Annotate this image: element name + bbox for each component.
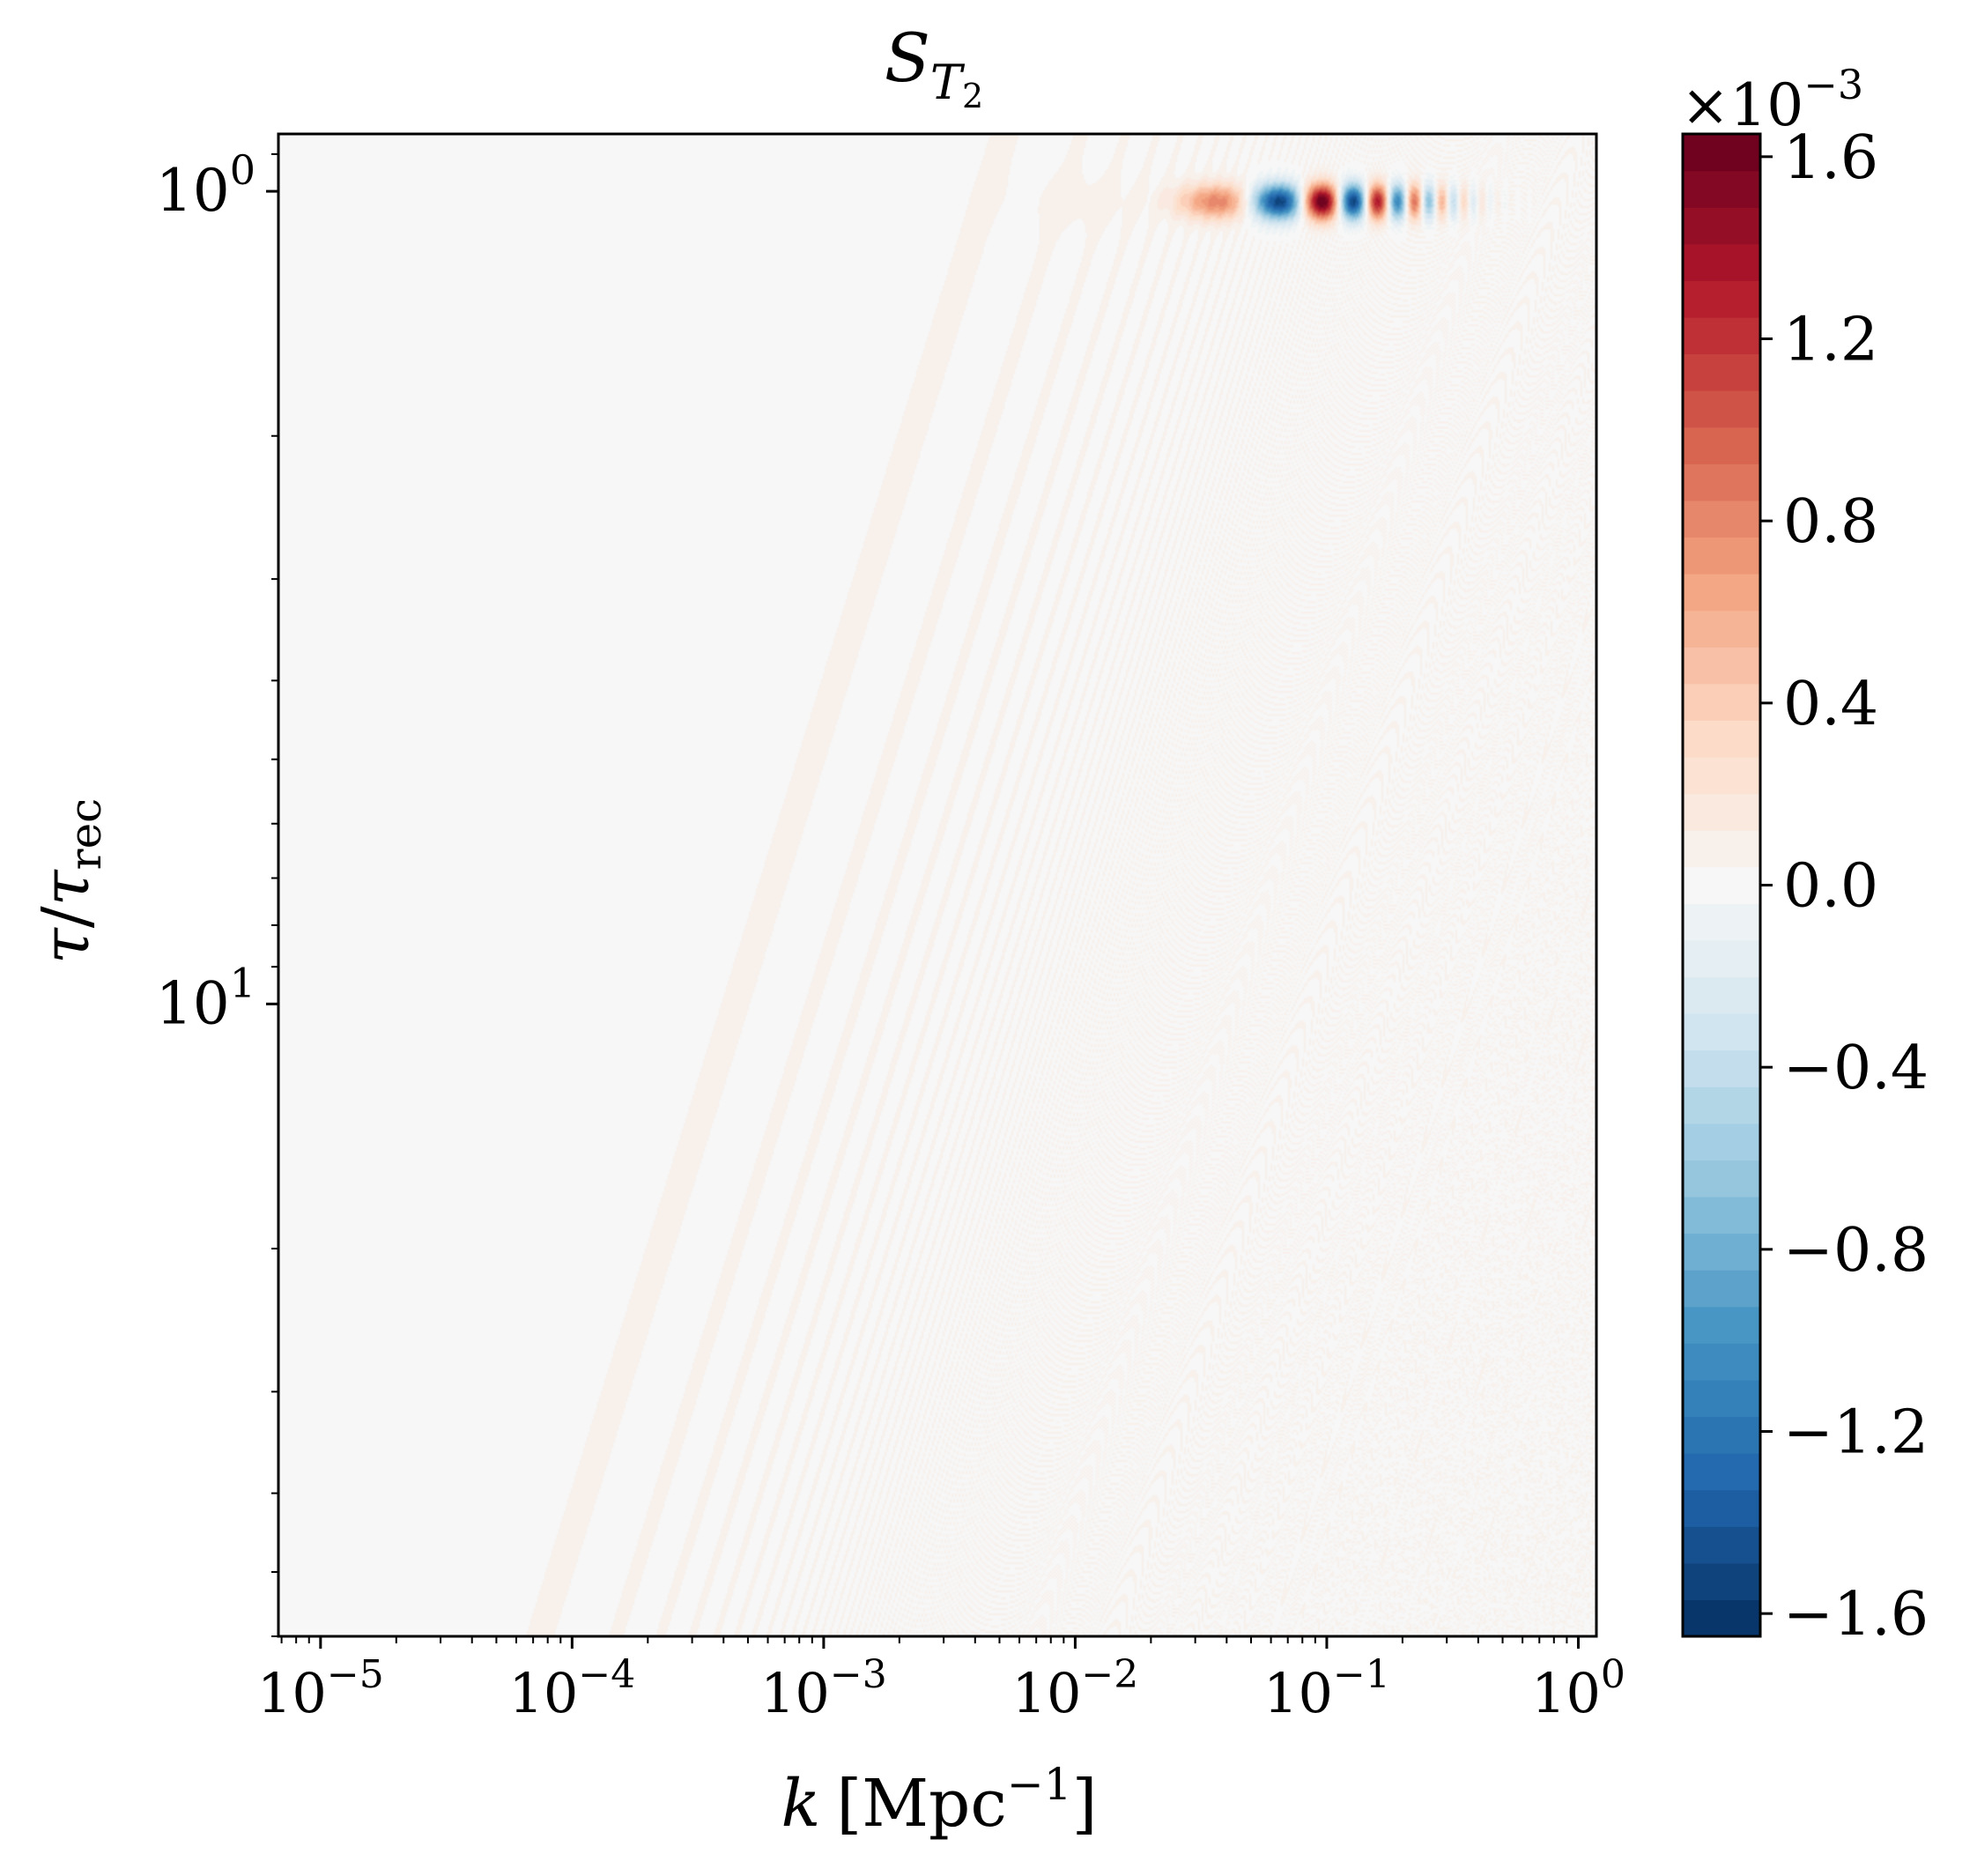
colorbar-tick-label: 0.0 [1783,852,1878,922]
plot-frame [277,132,1598,1638]
colorbar-band [1683,1013,1760,1051]
chart-title: ST2 [885,19,983,115]
colorbar-band [1683,647,1760,685]
colorbar-band [1683,390,1760,428]
colorbar-band [1683,1196,1760,1235]
colorbar-band [1683,866,1760,904]
colorbar-band [1683,683,1760,721]
x-axis-label: k [Mpc−1] [781,1759,1098,1842]
colorbar-band [1683,830,1760,868]
colorbar-band [1683,134,1760,172]
x-axis-ticks: 10−5 10−4 10−3 10−2 10−1 100 [257,1636,1625,1725]
colorbar-band [1683,1233,1760,1271]
colorbar-band [1683,939,1760,978]
colorbar: 1.6 1.2 0.8 0.4 0.0 −0.4 −0.8 −1.2 −1.6 ×10−3 [1681,61,1929,1650]
colorbar-band [1683,1416,1760,1454]
colorbar-band [1683,316,1760,355]
colorbar-band [1683,353,1760,391]
colorbar-band [1683,426,1760,464]
colorbar-band [1683,1453,1760,1491]
x-tick-label: 10−4 [508,1652,635,1725]
colorbar-band [1683,976,1760,1014]
colorbar-band [1683,243,1760,281]
colorbar-band [1683,1306,1760,1344]
x-tick-label: 10−3 [760,1652,887,1725]
heatmap [278,134,1596,1636]
colorbar-band [1683,500,1760,538]
colorbar-tick-label: 1.2 [1783,306,1878,375]
colorbar-tick-label: −0.8 [1783,1216,1929,1286]
colorbar-band [1683,756,1760,795]
colorbar-tick-label: 0.8 [1783,487,1878,557]
colorbar-tick-label: −0.4 [1783,1034,1929,1103]
y-tick-label: 100 [156,146,255,225]
plot-area: 10−5 10−4 10−3 10−2 10−1 100 100 101 [156,132,1625,1725]
colorbar-band [1683,720,1760,758]
colorbar-band [1683,463,1760,501]
colorbar-tick-label: 0.4 [1783,670,1878,739]
colorbar-band [1683,280,1760,318]
colorbar-band [1683,1343,1760,1381]
colorbar-band [1683,1270,1760,1308]
colorbar-band [1683,1160,1760,1198]
colorbar-tick-label: 1.6 [1783,123,1878,193]
x-tick-label: 100 [1531,1652,1625,1725]
colorbar-band [1683,1123,1760,1160]
colorbar-band [1683,793,1760,831]
y-tick-label: 101 [156,959,255,1037]
colorbar-band [1683,207,1760,245]
colorbar-band [1683,903,1760,941]
y-axis-label: τ/τrec [28,798,111,964]
colorbar-band [1683,1489,1760,1527]
colorbar-band [1683,1526,1760,1564]
colorbar-band [1683,610,1760,648]
y-axis-ticks: 100 101 [156,146,278,1637]
colorbar-band [1683,1599,1760,1637]
colorbar-band [1683,1086,1760,1124]
colorbar-tick-label: −1.6 [1783,1580,1929,1650]
colorbar-ticks: 1.6 1.2 0.8 0.4 0.0 −0.4 −0.8 −1.2 −1.6 [1760,123,1929,1650]
colorbar-band [1683,170,1760,208]
colorbar-bands [1683,134,1760,1637]
colorbar-band [1683,574,1760,612]
colorbar-multiplier: ×10−3 [1681,61,1863,139]
colorbar-band [1683,1562,1760,1601]
colorbar-band [1683,1049,1760,1087]
x-tick-label: 10−1 [1263,1652,1390,1725]
colorbar-band [1683,1379,1760,1418]
x-tick-label: 10−5 [257,1652,384,1725]
colorbar-band [1683,537,1760,575]
x-tick-label: 10−2 [1012,1652,1139,1725]
colorbar-tick-label: −1.2 [1783,1398,1929,1468]
